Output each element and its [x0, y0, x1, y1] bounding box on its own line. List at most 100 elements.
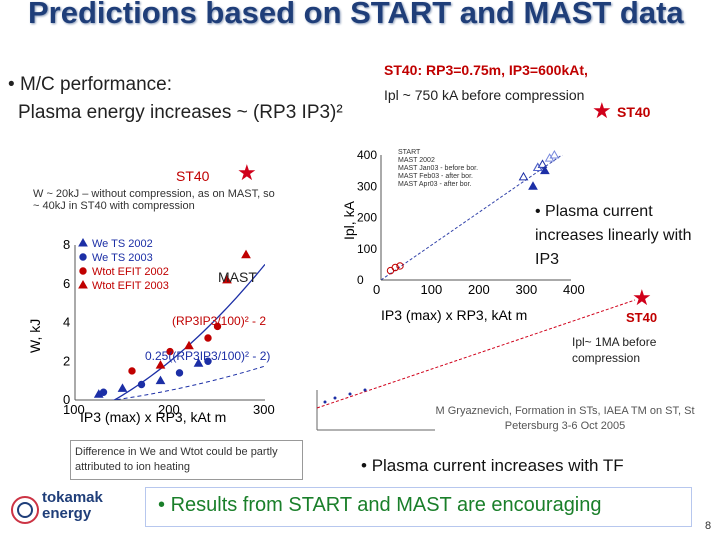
bullet-perf: • M/C performance:: [8, 74, 172, 95]
chart1-fit-curve: [113, 263, 265, 400]
chart2-point: [518, 171, 529, 181]
logo-text: tokamak energy: [42, 489, 103, 522]
chart1-point: [213, 322, 222, 331]
chart1-point: [241, 249, 251, 259]
chart1-legend-marker: [78, 237, 88, 247]
chart2-point: [540, 165, 550, 175]
chart1-point: [184, 340, 194, 350]
chart1-legend-marker: [79, 267, 87, 275]
chart2-legend-label: MAST Jan03 - before bor.: [398, 165, 478, 172]
chart2-xtick: 0: [373, 282, 380, 297]
st40-left-label: ST40: [176, 168, 210, 184]
logo-mark-icon: [11, 496, 39, 524]
reference: M Gryaznevich, Formation in STs, IAEA TM…: [435, 405, 695, 432]
chart1-xtick: 300: [253, 402, 275, 417]
chart1-point: [137, 380, 146, 389]
chart1-ytick: 0: [63, 392, 70, 407]
chart1-point: [222, 274, 232, 284]
chart2-ytick: 400: [357, 148, 377, 162]
chart1-svg: 100 200 300 0 2 4 6 8 W, kJ IP3 (max) x RP3, kA…: [27, 237, 275, 425]
results-line: • Results from START and MAST are encour…: [158, 494, 602, 516]
mast-label: MAST: [218, 269, 257, 285]
star-icon: ★: [237, 160, 257, 185]
chart1-xtick: 100: [63, 402, 85, 417]
plasma-current-linear-text: Plasma current increases linearly with I…: [535, 203, 692, 268]
st40-header: ST40: RP3=0.75m, IP3=600kAt,: [384, 62, 588, 78]
chart2-point: [391, 263, 399, 272]
chart1-ytick: 6: [63, 276, 70, 291]
chart1-point: [155, 375, 166, 385]
chart2-xlabel: IP3 (max) x RP3, kAt m: [381, 307, 527, 323]
chart-tf: [305, 290, 645, 450]
chart-tf-point: [333, 396, 337, 400]
chart-ipl-vs-ip3: 0 100 200 300 400 0 100 200 300 400 Ipl, kA IP3 (…: [336, 145, 606, 335]
chart1-ytick: 8: [63, 237, 70, 252]
chart1-point: [193, 358, 204, 367]
chart2-legend-label: MAST Apr03 - after bor.: [398, 181, 471, 188]
page-number: 8: [705, 520, 712, 532]
results-text: Results from START and MAST are encourag…: [170, 494, 602, 516]
chart1-xtick: 200: [158, 402, 180, 417]
chart-w-vs-ip3: 100 200 300 0 2 4 6 8 W, kJ IP3 (max) x RP3, kA…: [27, 235, 300, 430]
chart2-ylabel: Ipl, kA: [341, 200, 357, 240]
chart1-point: [155, 360, 166, 369]
chart2-ytick: 300: [357, 179, 377, 193]
plasma-tf: • Plasma current increases with TF: [361, 456, 624, 475]
chart2-legend-label: MAST Feb03 - after bor.: [398, 173, 473, 180]
chart2-axes: [380, 155, 571, 281]
chart1-legend-label: Wtot EFIT 2003: [92, 280, 169, 292]
chart1-point: [117, 383, 128, 392]
chart1-legend-label: We TS 2002: [92, 238, 153, 250]
chart1-point: [99, 388, 108, 396]
chart1-point: [204, 357, 212, 365]
chart2-xtick: 200: [468, 282, 490, 297]
chart1-point: [166, 347, 174, 356]
chart-tf-point: [323, 400, 327, 404]
chart1-point: [128, 367, 136, 375]
chart2-point: [396, 262, 404, 270]
chart1-legend-marker: [78, 279, 88, 289]
chart2-legend-label: MAST 2002: [398, 157, 435, 164]
chart2-point: [537, 159, 548, 168]
star-icon: ★: [592, 98, 612, 123]
chart2-point: [532, 162, 543, 171]
chart2-ytick: 200: [357, 211, 377, 225]
chart2-point: [549, 149, 560, 159]
chart1-legend-label: We TS 2003: [92, 252, 153, 264]
chart2-xtick: 100: [421, 282, 443, 297]
chart1-annotation-2: 0.25((RP3IP3/100)² - 2): [145, 349, 270, 363]
ipl-line: Ipl ~ 750 kA before compression: [384, 87, 585, 103]
chart1-point: [204, 334, 212, 342]
ipl-1ma: Ipl~ 1MA before compression: [572, 335, 657, 365]
chart2-svg: 0 100 200 300 400 0 100 200 300 400 Ipl, kA IP3 (…: [341, 148, 585, 323]
chart2-ytick: 0: [357, 273, 364, 287]
star-icon: ★: [632, 285, 652, 310]
chart1-point: [175, 369, 184, 377]
chart1-ylabel: W, kJ: [30, 319, 43, 353]
results-box: • Results from START and MAST are encour…: [145, 487, 692, 527]
st40-mid-label: ST40: [626, 310, 658, 325]
chart2-ytick: 100: [357, 242, 377, 256]
bullet-perf-label: M/C performance:: [19, 74, 172, 95]
chart2-xtick: 300: [516, 282, 538, 297]
chart1-xlabel: IP3 (max) x RP3, kAt m: [80, 409, 226, 425]
chart1-ytick: 2: [63, 353, 70, 368]
st40-label: ST40: [617, 104, 651, 120]
chart1-ytick: 4: [63, 315, 70, 330]
chart-tf-svg: [316, 299, 636, 431]
chart2-legend-label: START: [398, 149, 421, 156]
chart1-legend-label: Wtot EFIT 2002: [92, 266, 169, 278]
logo: tokamak energy: [6, 486, 141, 536]
chart2-point: [528, 181, 538, 190]
plasma-current-linear: • Plasma current increases linearly with…: [535, 200, 700, 272]
page-title: Predictions based on START and MAST data: [28, 0, 684, 30]
chart1-axes: [74, 245, 265, 401]
chart1-annotation-1: (RP3IP3/100)² - 2: [172, 314, 266, 328]
chart1-fit-curve-quarter: [110, 365, 265, 400]
chart1-legend-marker: [79, 253, 87, 261]
w-note: W ~ 20kJ – without compression, as on MA…: [33, 188, 275, 212]
chart2-xtick: 400: [563, 282, 585, 297]
chart-tf-point: [363, 388, 367, 392]
energy-line: Plasma energy increases ~ (RP3 IP3)²: [18, 102, 343, 123]
difference-note: Difference in We and Wtot could be partl…: [70, 440, 303, 480]
